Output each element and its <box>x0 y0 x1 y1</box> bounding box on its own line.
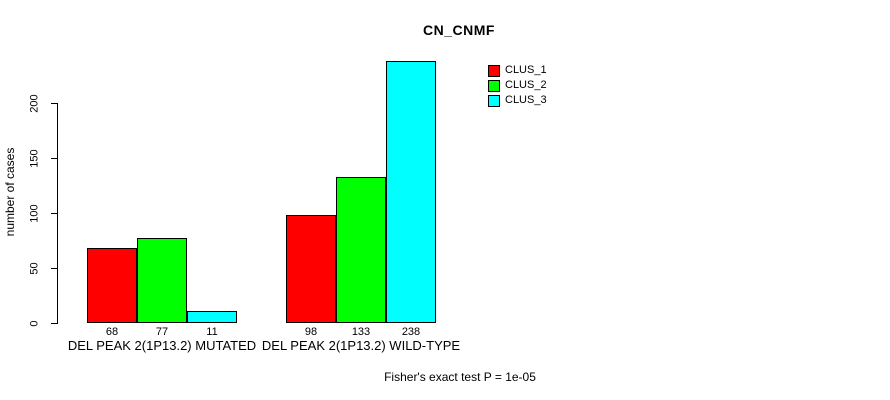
y-axis-tick <box>51 213 58 214</box>
bar-value-label: 238 <box>401 326 421 338</box>
group-label: DEL PEAK 2(1P13.2) MUTATED <box>67 338 257 353</box>
y-axis-tick-label: 200 <box>28 93 41 113</box>
legend-label: CLUS_3 <box>505 94 547 106</box>
y-axis-label: number of cases <box>3 147 17 237</box>
legend-label: CLUS_2 <box>505 79 547 91</box>
bar-value-label: 77 <box>155 326 169 338</box>
y-axis-tick <box>51 158 58 159</box>
y-axis-tick <box>51 268 58 269</box>
legend-item-clus_3: CLUS_3 <box>488 94 547 107</box>
legend-swatch-icon <box>488 94 500 107</box>
y-axis-tick <box>51 103 58 104</box>
y-axis-tick-label: 50 <box>28 261 41 275</box>
bar-clus_3-group2 <box>386 61 436 323</box>
bar-clus_1-group2 <box>286 215 336 323</box>
bar-value-label: 133 <box>351 326 371 338</box>
bar-clus_2-group2 <box>336 177 386 323</box>
bar-value-label: 68 <box>105 326 119 338</box>
legend-item-clus_1: CLUS_1 <box>488 64 547 77</box>
bar-value-label: 98 <box>304 326 318 338</box>
y-axis-tick-label: 0 <box>28 319 41 327</box>
bar-clus_1-group1 <box>87 248 137 323</box>
legend-swatch-icon <box>488 64 500 77</box>
y-axis-tick <box>51 323 58 324</box>
chart-title: CN_CNMF <box>423 22 495 38</box>
y-axis-tick-label: 150 <box>28 148 41 168</box>
y-axis-tick-label: 100 <box>28 203 41 223</box>
legend-item-clus_2: CLUS_2 <box>488 79 547 92</box>
bar-clus_3-group1 <box>187 311 237 323</box>
legend-label: CLUS_1 <box>505 64 547 76</box>
legend-swatch-icon <box>488 79 500 92</box>
legend: CLUS_1 CLUS_2 CLUS_3 <box>488 64 547 109</box>
group-label: DEL PEAK 2(1P13.2) WILD-TYPE <box>261 338 461 353</box>
bar-clus_2-group1 <box>137 238 187 323</box>
fisher-test-footnote: Fisher's exact test P = 1e-05 <box>384 370 536 384</box>
bar-value-label: 11 <box>206 326 218 338</box>
